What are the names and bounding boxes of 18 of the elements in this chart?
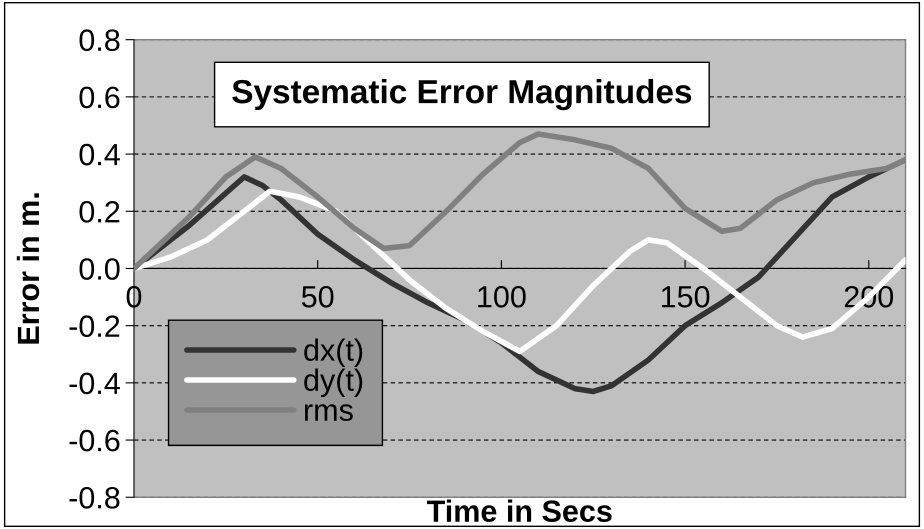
y-tick-label: -0.8 [69,486,120,509]
legend-label: dx(t) [304,338,362,368]
y-tick-label: 0.2 [80,201,120,223]
legend-label: rms [305,404,353,422]
x-tick-label: 50 [302,286,334,308]
text: Systematic Error Magnitudes [232,78,692,110]
x-tick-label: 100 [478,286,526,308]
x-tick-label: 150 [662,286,710,308]
y-tick-label: 0.0 [80,258,120,280]
y-tick-label: -0.4 [69,372,120,394]
y-tick-label: -0.2 [69,315,120,338]
y-axis-title: Error in m. [16,193,40,344]
y-tick-label: -0.6 [69,430,120,452]
y-tick-label: 0.6 [80,86,120,108]
y-tick-label: 0.8 [80,29,120,52]
legend-label: dy(t) [304,368,362,398]
y-tick-label: 0.4 [80,144,120,166]
x-axis-title: Time in Secs [426,500,612,522]
